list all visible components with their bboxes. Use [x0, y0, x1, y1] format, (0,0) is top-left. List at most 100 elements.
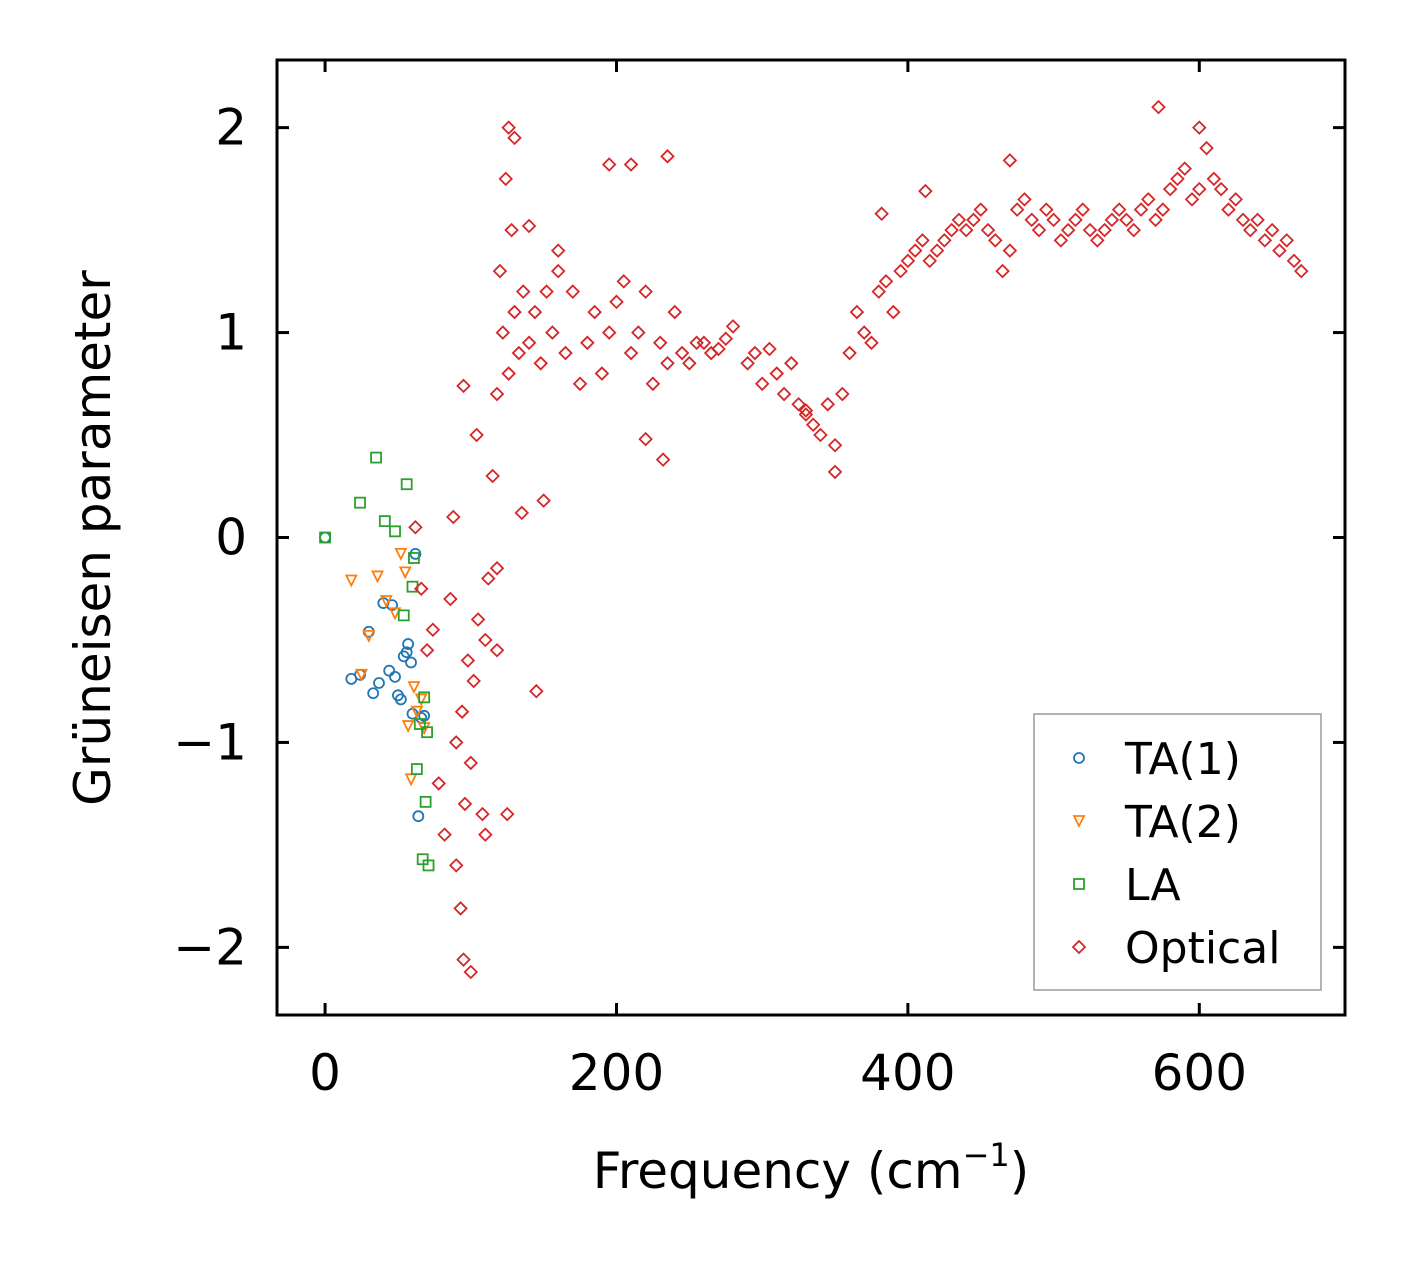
data-point: [405, 656, 417, 669]
data-point: [407, 681, 421, 695]
x-axis-label: Frequency (cm−1): [593, 1136, 1030, 1200]
data-point: [354, 496, 366, 509]
data-point: [421, 726, 433, 739]
data-point: [355, 668, 368, 682]
data-point: [422, 859, 435, 872]
data-point: [1221, 202, 1236, 217]
data-point: [499, 806, 515, 822]
data-point: [1082, 222, 1098, 238]
data-point: [389, 670, 401, 683]
legend-label: TA(1): [1124, 734, 1241, 785]
data-point: [682, 356, 697, 371]
data-point: [1002, 243, 1018, 258]
data-point: [769, 366, 785, 381]
data-point: [886, 304, 901, 320]
legend-marker: [1072, 815, 1086, 829]
data-point: [601, 325, 617, 340]
data-point: [1031, 222, 1047, 238]
data-point: [1294, 263, 1309, 279]
data-point: [425, 622, 441, 637]
series-la: [319, 451, 435, 872]
data-point: [696, 335, 712, 351]
data-point: [1272, 243, 1287, 258]
data-point: [1206, 171, 1222, 187]
data-point: [827, 438, 843, 453]
data-point: [431, 776, 447, 791]
data-point: [362, 629, 376, 643]
data-point: [367, 687, 380, 700]
data-point: [492, 263, 508, 279]
data-point: [915, 233, 930, 248]
data-point: [638, 431, 653, 447]
data-point: [504, 222, 519, 238]
data-point: [740, 356, 755, 371]
data-point: [400, 478, 413, 491]
data-point: [1141, 192, 1156, 207]
data-point: [378, 515, 391, 528]
data-point: [470, 612, 486, 627]
data-point: [1002, 153, 1018, 168]
data-point: [784, 356, 799, 371]
data-point: [667, 304, 683, 320]
data-point: [601, 157, 617, 172]
data-point: [501, 366, 516, 381]
data-point: [463, 755, 479, 771]
data-point: [408, 519, 423, 535]
data-point: [893, 263, 908, 279]
data-point: [521, 218, 537, 234]
data-point: [652, 335, 668, 351]
data-point: [776, 386, 792, 402]
data-point: [674, 345, 690, 361]
data-point: [900, 253, 916, 269]
data-point: [973, 202, 989, 217]
data-point: [918, 183, 933, 199]
data-point: [485, 468, 500, 484]
data-point: [988, 233, 1003, 248]
legend-entry: LA: [1073, 860, 1181, 911]
data-point: [1213, 181, 1229, 197]
data-point: [408, 552, 420, 564]
data-point: [1235, 212, 1251, 228]
data-point: [1177, 161, 1192, 176]
data-point: [453, 901, 468, 916]
data-point: [456, 378, 471, 394]
data-point: [1148, 212, 1163, 228]
data-point: [489, 642, 505, 658]
legend-marker: [1073, 878, 1085, 890]
data-point: [864, 335, 879, 351]
series-optical: [408, 99, 1309, 980]
data-point: [446, 509, 461, 525]
data-point: [410, 763, 423, 775]
data-point: [413, 581, 429, 597]
data-point: [587, 304, 602, 320]
data-point: [404, 773, 418, 787]
data-point: [527, 304, 543, 320]
data-point: [754, 376, 770, 392]
data-point: [660, 149, 675, 164]
data-point: [813, 427, 828, 443]
data-point: [498, 171, 514, 187]
data-point: [995, 263, 1010, 279]
data-point: [1257, 233, 1273, 248]
data-point: [1286, 253, 1302, 269]
data-point: [489, 560, 505, 576]
data-point: [394, 547, 408, 561]
data-point: [580, 335, 595, 351]
data-point: [631, 325, 646, 340]
data-point: [466, 673, 481, 689]
legend-entry: TA(2): [1072, 797, 1241, 848]
data-point: [594, 366, 610, 381]
tick-layer: 0 200 400 600 −2 −1 0 1 2: [173, 60, 1345, 1102]
data-point: [454, 704, 470, 719]
data-point: [791, 397, 806, 412]
x-tick-label: 0: [309, 1044, 341, 1102]
data-point: [655, 452, 671, 467]
data-point: [1264, 222, 1280, 238]
data-point: [1053, 233, 1069, 248]
data-point: [1039, 202, 1054, 217]
legend-marker: [1073, 752, 1085, 764]
data-point: [842, 345, 857, 361]
data-point: [371, 570, 384, 584]
data-point: [638, 284, 653, 299]
data-point: [379, 595, 393, 609]
